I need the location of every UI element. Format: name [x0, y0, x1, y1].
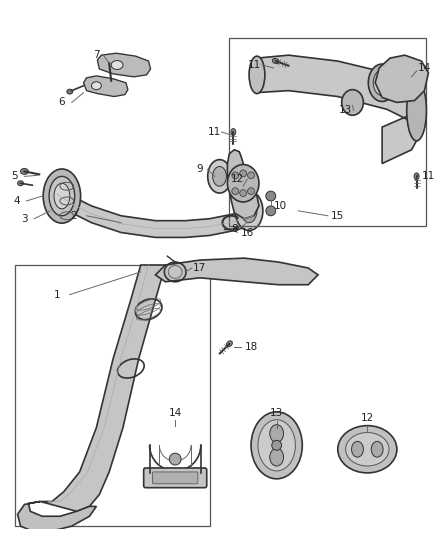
- Circle shape: [232, 172, 239, 179]
- Ellipse shape: [272, 59, 279, 63]
- Text: 14: 14: [418, 63, 431, 73]
- Text: 4: 4: [13, 196, 20, 206]
- Ellipse shape: [407, 80, 427, 141]
- Polygon shape: [84, 76, 128, 96]
- Ellipse shape: [338, 426, 397, 473]
- Text: 11: 11: [208, 127, 221, 137]
- Text: 1: 1: [53, 289, 60, 300]
- Ellipse shape: [241, 199, 257, 223]
- Ellipse shape: [371, 441, 383, 457]
- Text: 6: 6: [59, 98, 65, 108]
- Circle shape: [266, 206, 276, 216]
- Circle shape: [240, 170, 247, 177]
- Ellipse shape: [226, 341, 233, 347]
- Polygon shape: [155, 258, 318, 285]
- Ellipse shape: [373, 70, 391, 95]
- Polygon shape: [40, 265, 165, 511]
- Circle shape: [247, 172, 254, 179]
- Polygon shape: [57, 186, 254, 237]
- Polygon shape: [97, 53, 151, 77]
- Ellipse shape: [270, 448, 283, 466]
- Text: 8: 8: [231, 223, 238, 233]
- Ellipse shape: [270, 425, 283, 442]
- Text: 12: 12: [360, 413, 374, 423]
- Circle shape: [232, 188, 239, 195]
- Text: 5: 5: [11, 171, 18, 181]
- FancyBboxPatch shape: [152, 472, 198, 484]
- Ellipse shape: [368, 64, 396, 101]
- Text: 18: 18: [244, 342, 258, 352]
- Ellipse shape: [227, 165, 259, 202]
- Text: 12: 12: [231, 174, 244, 184]
- Ellipse shape: [54, 183, 70, 209]
- Ellipse shape: [67, 89, 73, 94]
- Circle shape: [169, 453, 181, 465]
- Circle shape: [266, 191, 276, 201]
- Ellipse shape: [342, 90, 364, 115]
- Text: 14: 14: [169, 408, 182, 418]
- Circle shape: [240, 190, 247, 197]
- Polygon shape: [227, 150, 259, 219]
- Ellipse shape: [251, 412, 302, 479]
- Ellipse shape: [249, 56, 265, 94]
- Polygon shape: [18, 502, 96, 531]
- Text: 7: 7: [93, 50, 100, 60]
- Text: 10: 10: [274, 201, 287, 211]
- Text: 15: 15: [331, 211, 344, 221]
- Circle shape: [247, 188, 254, 195]
- Ellipse shape: [18, 181, 24, 185]
- Text: 3: 3: [21, 214, 28, 224]
- Ellipse shape: [21, 168, 28, 174]
- Text: 9: 9: [197, 165, 203, 174]
- Ellipse shape: [352, 441, 364, 457]
- Text: 11: 11: [422, 171, 435, 181]
- Text: 16: 16: [240, 228, 254, 238]
- Ellipse shape: [108, 81, 113, 85]
- Ellipse shape: [346, 432, 389, 466]
- Ellipse shape: [212, 166, 226, 186]
- Text: 11: 11: [247, 60, 261, 70]
- Text: 13: 13: [339, 106, 352, 115]
- Ellipse shape: [231, 128, 236, 135]
- Ellipse shape: [43, 169, 81, 223]
- Polygon shape: [257, 55, 419, 164]
- Ellipse shape: [258, 419, 295, 471]
- Ellipse shape: [49, 176, 75, 216]
- Text: 17: 17: [193, 263, 206, 273]
- Text: 2: 2: [71, 211, 77, 221]
- Ellipse shape: [235, 191, 263, 231]
- Ellipse shape: [111, 61, 123, 69]
- Circle shape: [272, 440, 282, 450]
- Ellipse shape: [414, 173, 419, 180]
- Text: 13: 13: [270, 408, 283, 418]
- Ellipse shape: [92, 82, 101, 90]
- Polygon shape: [375, 55, 428, 102]
- FancyBboxPatch shape: [144, 468, 207, 488]
- Ellipse shape: [208, 159, 231, 193]
